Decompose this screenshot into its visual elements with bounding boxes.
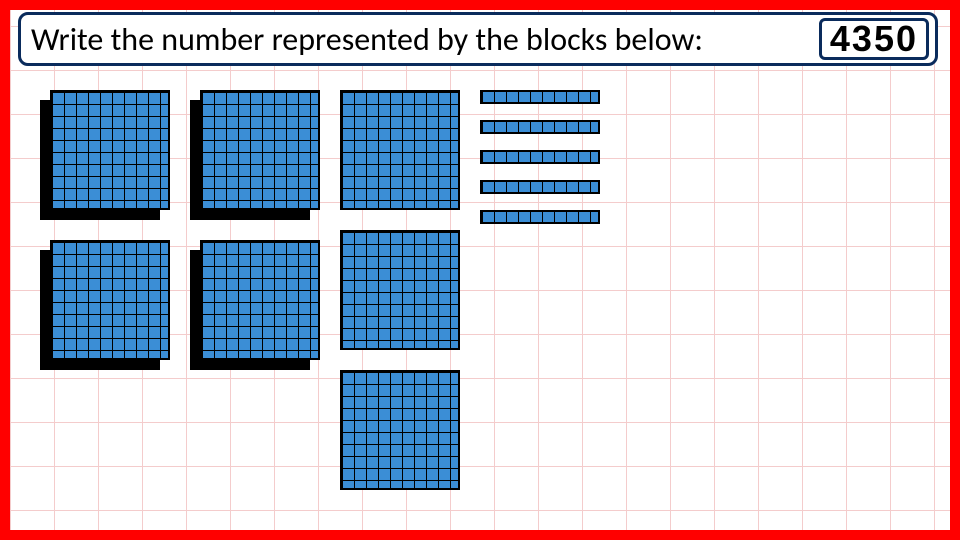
thousand-cube xyxy=(50,240,170,360)
hundred-flat xyxy=(340,370,460,490)
ten-rod xyxy=(480,210,600,224)
thousand-cube xyxy=(50,90,170,210)
hundred-flat xyxy=(340,90,460,210)
thousand-cube xyxy=(200,90,320,210)
prompt-container: Write the number represented by the bloc… xyxy=(18,12,938,66)
prompt-text: Write the number represented by the bloc… xyxy=(31,20,819,59)
hundred-flat xyxy=(340,230,460,350)
ten-rod xyxy=(480,120,600,134)
thousand-cube xyxy=(200,240,320,360)
ten-rod xyxy=(480,90,600,104)
ten-rod xyxy=(480,150,600,164)
blocks-area xyxy=(40,88,920,518)
answer-box[interactable]: 4350 xyxy=(819,18,929,60)
ten-rod xyxy=(480,180,600,194)
